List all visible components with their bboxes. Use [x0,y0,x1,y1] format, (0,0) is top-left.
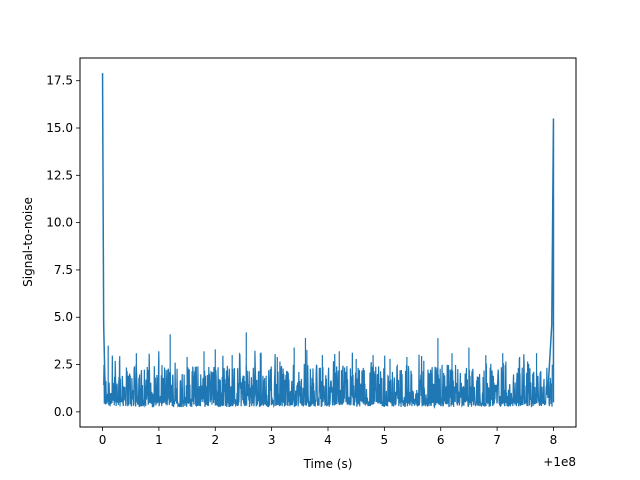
series-spike-end [547,118,555,403]
x-tick-label: 6 [437,433,445,447]
y-tick-label: 2.5 [54,358,73,372]
y-tick-label: 10.0 [46,216,73,230]
y-tick-label: 5.0 [54,310,73,324]
x-tick-label: 3 [268,433,276,447]
x-tick-label: 7 [493,433,501,447]
x-axis-offset-label: +1e8 [543,455,576,469]
x-axis-ticks: 0 1 2 3 4 5 6 7 8 [99,427,558,447]
series-spike-start [101,73,107,401]
x-tick-label: 2 [211,433,219,447]
series-layer [101,73,555,409]
y-tick-label: 12.5 [46,168,73,182]
y-axis-label: Signal-to-noise [21,197,35,287]
x-tick-label: 8 [550,433,558,447]
series-noise-trace [103,349,553,409]
y-tick-label: 0.0 [54,405,73,419]
y-tick-label: 7.5 [54,263,73,277]
x-tick-label: 5 [381,433,389,447]
x-tick-label: 1 [155,433,163,447]
x-axis-label: Time (s) [303,457,353,471]
x-tick-label: 4 [324,433,332,447]
y-tick-label: 15.0 [46,121,73,135]
y-tick-label: 17.5 [46,74,73,88]
y-axis-ticks: 0.0 2.5 5.0 7.5 10.0 12.5 15.0 17.5 [46,74,80,419]
x-tick-label: 0 [99,433,107,447]
